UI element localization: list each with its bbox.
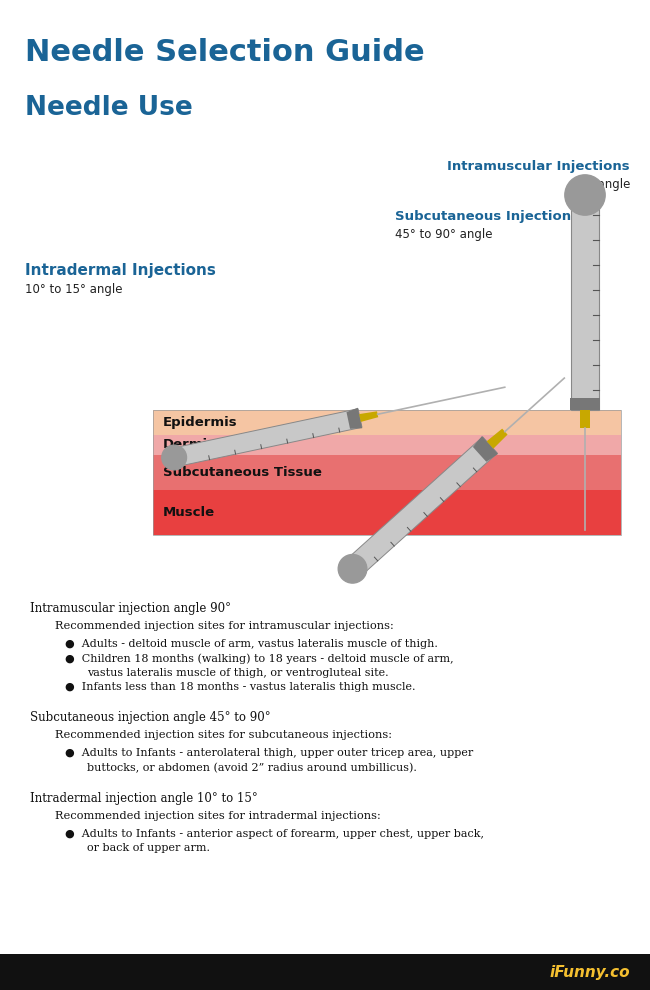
Text: ●  Adults - deltoid muscle of arm, vastus lateralis muscle of thigh.: ● Adults - deltoid muscle of arm, vastus… [65, 639, 438, 649]
Text: Recommended injection sites for intradermal injections:: Recommended injection sites for intrader… [55, 811, 381, 821]
Polygon shape [346, 408, 362, 429]
Text: vastus lateralis muscle of thigh, or ventrogluteal site.: vastus lateralis muscle of thigh, or ven… [87, 668, 389, 678]
Text: iFunny.co: iFunny.co [549, 964, 630, 979]
Text: Recommended injection sites for intramuscular injections:: Recommended injection sites for intramus… [55, 621, 394, 631]
Text: Muscle: Muscle [163, 506, 215, 519]
Bar [153, 410, 621, 435]
Polygon shape [473, 436, 498, 461]
Circle shape [162, 446, 187, 470]
Bar [153, 410, 621, 535]
Text: Intradermal Injections: Intradermal Injections [25, 263, 216, 278]
Bar [153, 435, 621, 455]
Text: 10° to 15° angle: 10° to 15° angle [25, 283, 122, 296]
Text: Needle Use: Needle Use [25, 95, 193, 121]
Text: Subcutaneous Injections: Subcutaneous Injections [395, 210, 579, 223]
Text: ●  Infants less than 18 months - vastus lateralis thigh muscle.: ● Infants less than 18 months - vastus l… [65, 682, 415, 692]
Text: Intramuscular injection angle 90°: Intramuscular injection angle 90° [30, 602, 231, 615]
Bar [153, 490, 621, 535]
Text: buttocks, or abdomen (avoid 2” radius around umbillicus).: buttocks, or abdomen (avoid 2” radius ar… [87, 763, 417, 773]
Text: ●  Children 18 months (walking) to 18 years - deltoid muscle of arm,: ● Children 18 months (walking) to 18 yea… [65, 653, 454, 664]
Circle shape [565, 175, 605, 215]
Text: Intramuscular Injections: Intramuscular Injections [447, 160, 630, 173]
Bar [570, 398, 600, 410]
Polygon shape [345, 437, 497, 577]
Text: Subcutaneous Tissue: Subcutaneous Tissue [163, 466, 322, 479]
Text: ●  Adults to Infants - anterolateral thigh, upper outer tricep area, upper: ● Adults to Infants - anterolateral thig… [65, 748, 473, 758]
Polygon shape [487, 429, 508, 448]
Bar [153, 455, 621, 490]
Text: 45° to 90° angle: 45° to 90° angle [395, 228, 493, 241]
Text: ●  Adults to Infants - anterior aspect of forearm, upper chest, upper back,: ● Adults to Infants - anterior aspect of… [65, 829, 484, 839]
Text: or back of upper arm.: or back of upper arm. [87, 843, 210, 853]
Text: Needle Selection Guide: Needle Selection Guide [25, 38, 424, 67]
Text: Dermis: Dermis [163, 439, 216, 451]
Text: 90° angle: 90° angle [573, 178, 630, 191]
Bar [580, 410, 590, 428]
Polygon shape [172, 409, 362, 467]
Polygon shape [359, 411, 378, 422]
Text: Subcutaneous injection angle 45° to 90°: Subcutaneous injection angle 45° to 90° [30, 712, 270, 725]
Bar [571, 195, 599, 410]
Text: Intradermal injection angle 10° to 15°: Intradermal injection angle 10° to 15° [30, 792, 258, 805]
Text: Recommended injection sites for subcutaneous injections:: Recommended injection sites for subcutan… [55, 731, 392, 741]
Circle shape [338, 554, 367, 583]
Text: Epidermis: Epidermis [163, 416, 238, 429]
Bar [0, 954, 650, 990]
